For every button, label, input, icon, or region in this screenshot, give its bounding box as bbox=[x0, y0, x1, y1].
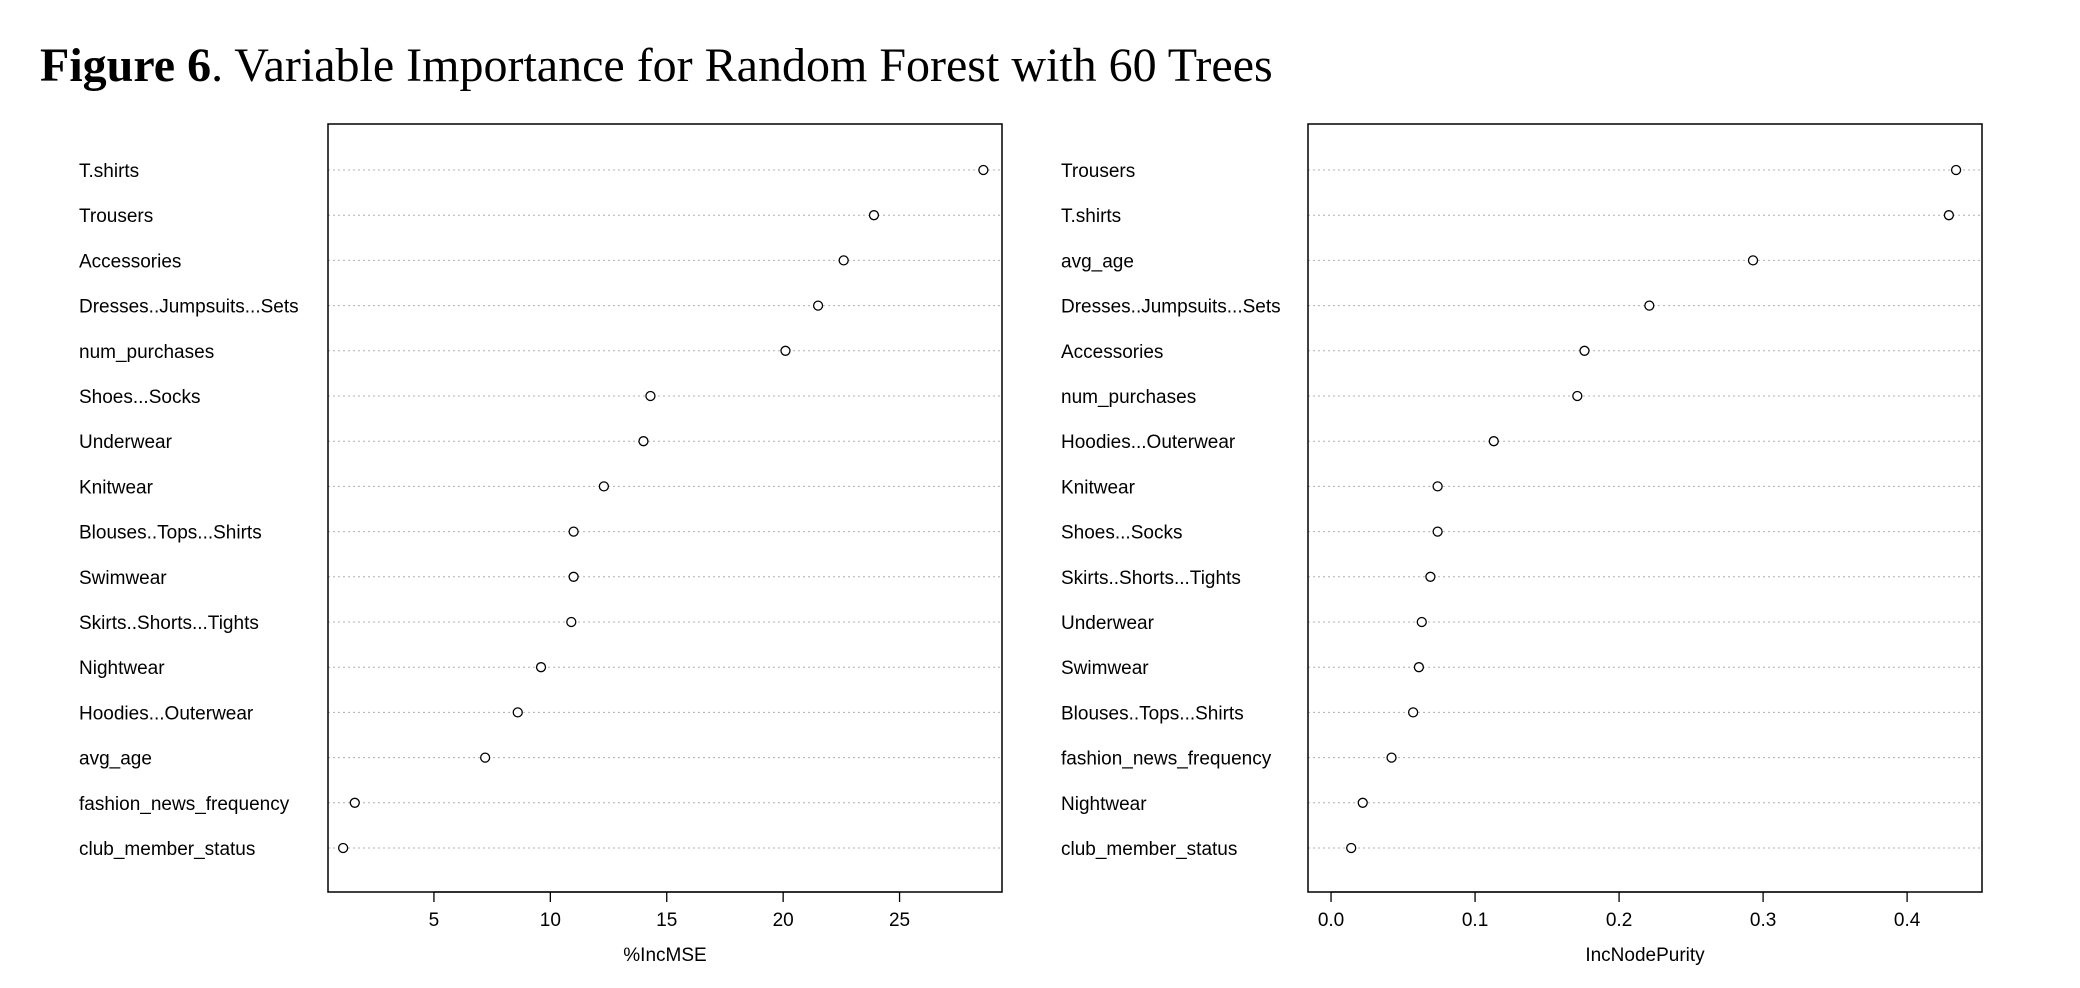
plot-frame bbox=[1307, 123, 1983, 893]
data-point bbox=[566, 616, 577, 628]
data-point bbox=[978, 164, 989, 176]
category-label: club_member_status bbox=[79, 839, 255, 860]
category-label: num_purchases bbox=[79, 342, 214, 363]
category-label: Skirts..Shorts...Tights bbox=[79, 613, 259, 634]
data-point bbox=[598, 481, 610, 492]
category-label: Hoodies...Outerwear bbox=[1061, 432, 1236, 453]
category-label: Trousers bbox=[1061, 161, 1135, 182]
data-point bbox=[1488, 436, 1499, 447]
category-label: Swimwear bbox=[1061, 658, 1149, 679]
category-label: T.shirts bbox=[79, 161, 139, 182]
category-label: num_purchases bbox=[1061, 387, 1196, 408]
category-label: Trousers bbox=[79, 206, 153, 227]
data-point bbox=[1357, 797, 1368, 808]
data-point bbox=[1413, 662, 1425, 673]
category-label: Underwear bbox=[79, 432, 173, 453]
data-point bbox=[1416, 616, 1427, 628]
figure-caption: . Variable Importance for Random Forest … bbox=[211, 39, 1273, 92]
category-label: Accessories bbox=[1061, 342, 1163, 363]
data-point bbox=[1644, 300, 1655, 311]
category-label: Nightwear bbox=[79, 658, 165, 679]
data-point bbox=[1432, 481, 1443, 492]
data-point bbox=[1386, 752, 1397, 763]
x-tick-label: 15 bbox=[656, 910, 677, 931]
data-point bbox=[512, 707, 523, 718]
data-point bbox=[645, 390, 656, 402]
category-label: Nightwear bbox=[1061, 794, 1147, 815]
data-point bbox=[535, 662, 547, 673]
data-point bbox=[838, 255, 849, 266]
x-tick-label: 10 bbox=[540, 910, 561, 931]
category-label: Shoes...Socks bbox=[79, 387, 200, 408]
data-point bbox=[868, 210, 880, 221]
data-point bbox=[1425, 571, 1436, 582]
data-point bbox=[1579, 345, 1590, 356]
category-label: Blouses..Tops...Shirts bbox=[1061, 703, 1244, 724]
x-tick-label: 20 bbox=[773, 910, 794, 931]
data-point bbox=[1572, 390, 1583, 402]
category-label: Shoes...Socks bbox=[1061, 523, 1182, 544]
category-label: avg_age bbox=[1061, 251, 1134, 272]
data-point bbox=[1432, 526, 1443, 537]
data-point bbox=[349, 797, 360, 808]
data-point bbox=[568, 571, 579, 582]
category-label: fashion_news_frequency bbox=[1061, 749, 1272, 770]
figure-title: Figure 6. Variable Importance for Random… bbox=[40, 38, 1273, 93]
data-point bbox=[780, 345, 791, 356]
chart-panel-2: Trousers T.shirts avg_age Dresses..Jumpsuit… bbox=[1061, 123, 1983, 966]
data-point bbox=[812, 300, 824, 311]
category-label: Dresses..Jumpsuits...Sets bbox=[1061, 297, 1281, 318]
category-label: T.shirts bbox=[1061, 206, 1121, 227]
data-point bbox=[1407, 707, 1419, 718]
data-point bbox=[1950, 164, 1962, 176]
category-label: Dresses..Jumpsuits...Sets bbox=[79, 297, 299, 318]
data-point bbox=[480, 752, 491, 763]
category-label: avg_age bbox=[79, 749, 152, 770]
category-label: club_member_status bbox=[1061, 839, 1237, 860]
category-label: Skirts..Shorts...Tights bbox=[1061, 568, 1241, 589]
data-point bbox=[1747, 255, 1759, 266]
data-point bbox=[1346, 842, 1357, 854]
x-axis-title: %IncMSE bbox=[623, 945, 706, 966]
category-label: Accessories bbox=[79, 251, 181, 272]
figure-label: Figure 6 bbox=[40, 39, 212, 92]
x-tick-label: 0.1 bbox=[1462, 910, 1488, 931]
category-label: Knitwear bbox=[1061, 477, 1136, 498]
x-tick-label: 0.0 bbox=[1318, 910, 1344, 931]
x-tick-label: 0.3 bbox=[1750, 910, 1776, 931]
x-tick-label: 0.4 bbox=[1894, 910, 1921, 931]
chart-panel-1: T.shirts Trousers Accessories Dresses..Jump… bbox=[79, 123, 1003, 966]
category-label: Swimwear bbox=[79, 568, 167, 589]
plot-frame bbox=[327, 123, 1003, 893]
category-label: fashion_news_frequency bbox=[79, 794, 290, 815]
category-label: Underwear bbox=[1061, 613, 1155, 634]
x-tick-label: 5 bbox=[429, 910, 440, 931]
category-label: Hoodies...Outerwear bbox=[79, 703, 254, 724]
category-label: Blouses..Tops...Shirts bbox=[79, 523, 262, 544]
x-tick-label: 25 bbox=[889, 910, 910, 931]
data-point bbox=[1943, 210, 1955, 221]
x-tick-label: 0.2 bbox=[1606, 910, 1632, 931]
data-point bbox=[638, 436, 649, 447]
category-label: Knitwear bbox=[79, 477, 154, 498]
data-point bbox=[568, 526, 579, 537]
x-axis-title: IncNodePurity bbox=[1585, 945, 1705, 966]
data-point bbox=[337, 842, 349, 854]
